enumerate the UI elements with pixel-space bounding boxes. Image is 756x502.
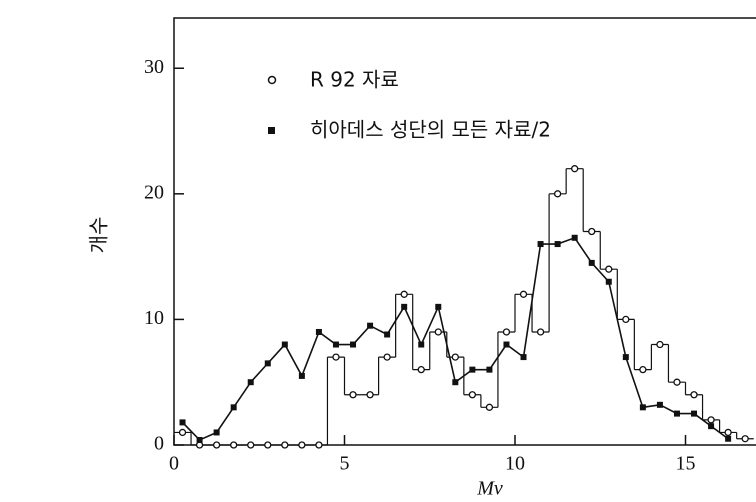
point — [366, 391, 374, 399]
point — [537, 241, 544, 248]
point — [485, 403, 494, 411]
x-tick-label: 15 — [676, 453, 696, 475]
point — [588, 259, 595, 266]
x-axis-label: Mv — [476, 478, 503, 500]
point — [298, 441, 306, 449]
point — [178, 428, 187, 437]
point — [554, 241, 561, 248]
point — [281, 341, 288, 348]
point — [486, 366, 493, 373]
y-tick-label: 20 — [144, 181, 164, 203]
point — [622, 354, 629, 361]
point — [400, 290, 408, 298]
point — [553, 190, 562, 198]
point — [724, 428, 732, 437]
point — [690, 391, 698, 399]
point — [622, 315, 630, 324]
legend-label: 히아데스 성단의 모든 자료/2 — [310, 118, 551, 142]
point — [383, 353, 391, 361]
point — [434, 328, 442, 336]
point — [639, 365, 647, 374]
point — [247, 379, 254, 386]
point — [691, 410, 698, 417]
point — [350, 341, 357, 348]
point — [417, 365, 425, 374]
legend-marker — [267, 75, 277, 85]
point — [673, 410, 680, 417]
point — [536, 328, 545, 336]
point — [673, 378, 681, 386]
point — [435, 303, 442, 310]
point — [179, 419, 186, 426]
point — [384, 331, 391, 338]
point — [401, 303, 408, 310]
legend-label: R 92 자료 — [310, 68, 399, 92]
point — [656, 340, 664, 349]
point — [741, 435, 749, 443]
point — [605, 265, 613, 273]
point — [281, 441, 289, 449]
y-tick-label: 30 — [144, 56, 164, 78]
point — [196, 436, 203, 443]
point — [247, 441, 255, 449]
point — [707, 416, 715, 424]
point — [639, 404, 646, 411]
point — [230, 441, 238, 449]
point — [452, 379, 459, 386]
point — [367, 322, 374, 329]
point — [332, 353, 340, 361]
point — [264, 441, 272, 449]
point — [418, 341, 425, 348]
x-tick-label: 10 — [505, 453, 525, 475]
legend-marker — [268, 127, 275, 134]
point — [588, 227, 596, 236]
point — [213, 429, 220, 436]
point — [264, 360, 271, 367]
point — [571, 165, 579, 173]
point — [212, 441, 221, 449]
point — [519, 290, 528, 298]
point — [349, 391, 357, 399]
y-tick-label: 0 — [154, 433, 164, 455]
point — [708, 423, 715, 430]
point — [502, 328, 511, 336]
point — [332, 341, 339, 348]
point — [315, 441, 323, 449]
x-tick-label: 0 — [169, 453, 179, 475]
point — [605, 278, 612, 285]
series-line — [181, 236, 729, 441]
plot-frame — [173, 17, 756, 446]
y-tick-label: 10 — [144, 307, 164, 329]
point — [315, 328, 322, 335]
point — [656, 401, 663, 408]
point — [468, 391, 477, 399]
point — [571, 234, 578, 241]
point — [451, 353, 459, 361]
x-tick-label: 5 — [340, 453, 350, 475]
point — [520, 354, 527, 361]
point — [298, 372, 305, 379]
point — [725, 435, 732, 442]
y-axis-label: 개수 — [87, 217, 111, 254]
point — [503, 341, 510, 348]
point — [230, 404, 237, 411]
point — [469, 366, 476, 373]
